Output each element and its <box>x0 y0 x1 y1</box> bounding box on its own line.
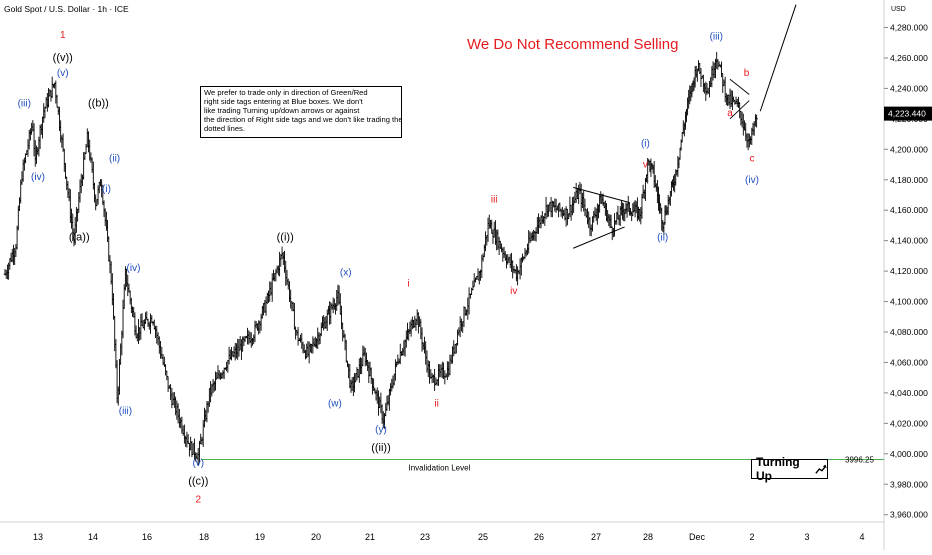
wave-label: (i) <box>641 138 650 149</box>
wave-label: ((c)) <box>188 475 208 487</box>
note-line: dotted lines. <box>204 123 245 133</box>
wave-label: (iii) <box>119 406 132 417</box>
invalidation-value: 3996.25 <box>845 456 874 465</box>
x-tick-label: 13 <box>33 532 43 542</box>
wedge-upper-line <box>729 78 750 95</box>
overlay-layer: Invalidation Level 3996.25 4,223.440 <box>201 4 932 473</box>
x-tick-label: 19 <box>255 532 265 542</box>
wave-label: ii <box>434 399 438 410</box>
y-tick-label: 4,240.000 <box>890 83 928 93</box>
wave-label: b <box>744 68 750 79</box>
x-tick-label: 2 <box>749 532 754 542</box>
wave-label: (iv) <box>31 172 45 183</box>
y-tick-label: 4,040.000 <box>890 388 928 398</box>
turning-up-badge: Turning Up <box>751 455 828 483</box>
wave-label: (x) <box>340 268 352 279</box>
arrow-up-right-icon <box>815 464 827 474</box>
x-tick-label: 21 <box>365 532 375 542</box>
wave-label: iv <box>510 286 517 297</box>
wave-label: (w) <box>328 399 342 410</box>
candles-layer <box>3 52 758 466</box>
last-price-value: 4,223.440 <box>888 109 926 119</box>
y-tick-label: 4,120.000 <box>890 266 928 276</box>
wave-label: ((b)) <box>88 98 109 110</box>
y-tick-label: 4,260.000 <box>890 53 928 63</box>
wave-label: (y) <box>375 424 387 435</box>
y-tick-label: 4,160.000 <box>890 205 928 215</box>
invalidation-label: Invalidation Level <box>409 464 471 473</box>
x-tick-label: Dec <box>689 532 706 542</box>
wave-label: (iii) <box>18 99 31 110</box>
y-tick-label: 3,980.000 <box>890 479 928 489</box>
x-tick-label: 3 <box>804 532 809 542</box>
x-tick-label: 14 <box>88 532 98 542</box>
x-tick-label: 27 <box>591 532 601 542</box>
x-tick-label: 25 <box>478 532 488 542</box>
y-tick-label: 3,960.000 <box>890 510 928 520</box>
labels-layer: 1 ((v)) (v) (iii) (iv) ((b)) (ii) (i) ((a)) (iv) (… <box>18 30 759 505</box>
wave-label: (i) <box>102 184 111 195</box>
triangle-lower-line <box>573 226 625 249</box>
wave-label: i <box>407 278 409 289</box>
x-tick-label: 23 <box>420 532 430 542</box>
y-tick-label: 4,140.000 <box>890 236 928 246</box>
x-tick-label: 16 <box>142 532 152 542</box>
wave-label: c <box>750 153 755 164</box>
y-tick-label: 4,020.000 <box>890 418 928 428</box>
wave-label: ((a)) <box>69 232 90 244</box>
y-tick-label: 4,000.000 <box>890 449 928 459</box>
headline-text: We Do Not Recommend Selling <box>467 36 679 53</box>
x-tick-label: 20 <box>311 532 321 542</box>
instrument-title: Gold Spot / U.S. Dollar · 1h · ICE <box>4 4 129 14</box>
currency-label: USD <box>891 6 906 13</box>
wedge-lower-line <box>729 100 750 120</box>
note-line: like trading Turning up/down arrows or a… <box>204 105 360 115</box>
x-tick-label: 26 <box>534 532 544 542</box>
wave-label: (iv) <box>745 175 759 186</box>
y-tick-label: 4,280.000 <box>890 23 928 33</box>
last-price-tag <box>884 106 932 121</box>
wave-label: ((i)) <box>277 232 294 244</box>
y-tick-label: 4,200.000 <box>890 144 928 154</box>
wave-label: 2 <box>196 495 202 506</box>
wave-label: (v) <box>57 68 69 79</box>
note-line: We prefer to trade only in direction of … <box>204 88 368 97</box>
wave-label: (ii) <box>109 153 120 164</box>
wave-label: ((ii)) <box>371 442 391 454</box>
y-tick-label: 4,080.000 <box>890 327 928 337</box>
x-tick-label: 4 <box>859 532 864 542</box>
note-line: right side tags entering at Blue boxes. … <box>204 96 363 106</box>
y-tick-label: 4,180.000 <box>890 175 928 185</box>
note-line: the direction of Right side tags and we … <box>204 114 402 124</box>
wave-label: a <box>727 108 733 119</box>
turning-up-label: Turning Up <box>756 455 800 483</box>
x-tick-label: 28 <box>643 532 653 542</box>
wave-label: v <box>643 160 648 171</box>
trading-note-box: We prefer to trade only in direction of … <box>200 86 402 138</box>
wave-label: (v) <box>192 458 204 469</box>
wave-label: (iii) <box>710 32 723 43</box>
projection-line <box>759 4 797 112</box>
y-tick-label: 4,100.000 <box>890 297 928 307</box>
y-tick-label: 4,060.000 <box>890 357 928 367</box>
wave-label: iii <box>491 195 498 206</box>
wave-label: (ii) <box>657 233 668 244</box>
x-tick-label: 18 <box>199 532 209 542</box>
wave-label: ((v)) <box>53 52 73 64</box>
triangle-upper-line <box>573 186 630 204</box>
wave-label: (iv) <box>127 263 141 274</box>
wave-label: 1 <box>60 30 66 41</box>
